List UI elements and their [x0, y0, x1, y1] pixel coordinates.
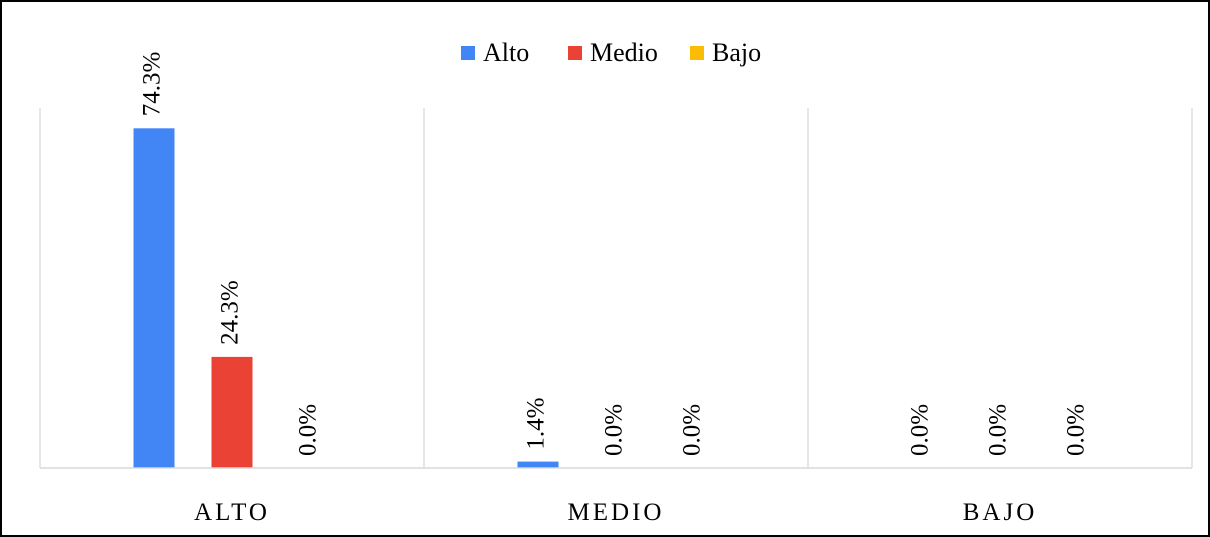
legend-swatch — [461, 46, 475, 60]
bar-medio-alto — [211, 356, 253, 468]
legend-swatch — [690, 46, 704, 60]
data-label: 0.0% — [679, 404, 706, 456]
bar-alto-alto — [133, 128, 175, 468]
legend-item-bajo: Bajo — [690, 38, 761, 67]
legend-item-medio: Medio — [568, 38, 658, 67]
data-label: 74.3% — [139, 52, 166, 117]
bar-series — [133, 128, 559, 468]
data-label: 0.0% — [601, 404, 628, 456]
data-labels: 74.3% 24.3% 0.0% 1.4% 0.0% 0.0% 0.0% 0.0% 0.0% — [139, 52, 1090, 456]
data-label: 0.0% — [295, 404, 322, 456]
legend-swatch — [568, 46, 582, 60]
legend-label: Bajo — [712, 38, 761, 67]
x-tick-label-medio: MEDIO — [568, 499, 665, 526]
chart-legend: Alto Medio Bajo — [461, 38, 761, 67]
x-tick-label-alto: ALTO — [194, 499, 270, 526]
data-label: 24.3% — [217, 280, 244, 345]
data-label: 0.0% — [985, 404, 1012, 456]
legend-label: Medio — [590, 38, 658, 67]
legend-label: Alto — [483, 38, 529, 67]
bar-alto-medio — [517, 461, 559, 468]
x-axis: ALTO MEDIO BAJO — [40, 467, 1192, 526]
data-label: 0.0% — [907, 404, 934, 456]
x-tick-label-bajo: BAJO — [963, 499, 1038, 526]
data-label: 1.4% — [523, 398, 550, 450]
category-dividers — [39, 108, 1193, 468]
legend-item-alto: Alto — [461, 38, 529, 67]
data-label: 0.0% — [1063, 404, 1090, 456]
